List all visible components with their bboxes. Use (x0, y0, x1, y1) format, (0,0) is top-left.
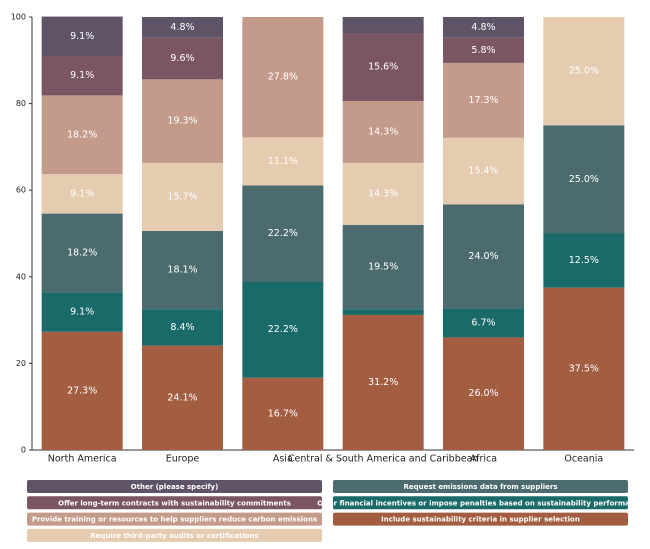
y-tick-label: 20 (16, 359, 26, 368)
value-label: 31.2% (368, 377, 398, 388)
value-label: 17.3% (468, 95, 498, 106)
value-label: 24.1% (167, 392, 197, 403)
value-label: 14.3% (368, 188, 398, 199)
legend-swatch (333, 496, 628, 510)
legend-label: Offer long-term contracts with sustainab… (58, 499, 291, 507)
bar-segment (342, 162, 424, 225)
bar-segment (142, 345, 223, 450)
y-tick-label: 100 (11, 13, 26, 22)
value-label: 15.4% (468, 166, 498, 177)
bar-segment (41, 292, 123, 332)
bar-segment (443, 337, 524, 450)
y-tick-label: 40 (16, 272, 26, 281)
bar-segment (543, 233, 625, 288)
value-label: 18.1% (167, 265, 197, 276)
bar-segment (142, 79, 223, 163)
value-label: 27.8% (268, 72, 298, 83)
value-label: 15.7% (167, 191, 197, 202)
legend-label: Provide training or resources to help su… (32, 516, 317, 524)
legend-label: Require third-party audits or certificat… (90, 532, 258, 540)
bar-segment (142, 230, 223, 310)
value-label: 9.1% (70, 307, 94, 318)
bar-segment (342, 33, 424, 102)
bar-segment (342, 17, 424, 34)
bar-segment (543, 287, 625, 450)
value-label: 19.5% (368, 262, 398, 273)
x-tick-label: North America (48, 454, 117, 465)
bar-segment (41, 16, 123, 56)
legend-label: Other (please specify) (131, 483, 219, 491)
bar-segment (443, 17, 524, 38)
value-label: 9.1% (70, 31, 94, 42)
legend-label: Offer financial incentives or impose pen… (317, 499, 644, 507)
value-label: 14.3% (368, 126, 398, 137)
legend-swatch (333, 480, 628, 493)
bar-segment (443, 37, 524, 63)
value-label: 11.1% (268, 156, 298, 167)
value-label: 18.2% (67, 129, 97, 140)
legend-label: Request emissions data from suppliers (403, 483, 557, 491)
value-label: 6.7% (471, 317, 495, 328)
bar-segment (142, 162, 223, 231)
bar-segment (142, 37, 223, 80)
bar-segment (443, 137, 524, 205)
bar-segment (342, 101, 424, 163)
value-label: 18.2% (67, 247, 97, 258)
value-label: 22.2% (268, 228, 298, 239)
x-tick-label: Africa (470, 454, 497, 465)
bar-segment (242, 185, 324, 282)
bar-segment (342, 224, 424, 310)
value-label: 4.8% (471, 22, 495, 33)
bar-segment (443, 62, 524, 138)
bar-segment (242, 377, 324, 450)
bar-segment (242, 17, 324, 138)
legend-label: Include sustainability criteria in suppl… (381, 516, 580, 524)
x-tick-label: Asia (273, 454, 293, 465)
bar-segment (543, 17, 625, 126)
bar-segment (242, 137, 324, 186)
y-tick-label: 0 (21, 446, 26, 455)
bar-segment (41, 55, 123, 96)
value-label: 22.2% (268, 324, 298, 335)
bar-segment (41, 213, 123, 293)
bar-segment (342, 309, 424, 315)
value-label: 9.1% (70, 188, 94, 199)
bar-segment (142, 309, 223, 346)
value-label: 8.4% (170, 322, 194, 333)
value-label: 9.1% (70, 70, 94, 81)
legend-swatch (333, 512, 628, 526)
value-label: 25.0% (569, 66, 599, 77)
bar-segment (41, 331, 123, 450)
bar-segment (41, 174, 123, 214)
value-label: 37.5% (569, 363, 599, 374)
value-label: 9.6% (170, 53, 194, 64)
value-label: 4.8% (170, 22, 194, 33)
y-tick-label: 60 (16, 186, 26, 195)
value-label: 15.6% (368, 62, 398, 73)
value-label: 27.3% (67, 385, 97, 396)
value-label: 5.8% (471, 45, 495, 56)
x-tick-label: Oceania (564, 454, 603, 465)
legend-swatch (27, 480, 322, 493)
value-label: 25.0% (569, 174, 599, 185)
x-tick-label: Europe (166, 454, 200, 465)
legend-swatch (27, 528, 322, 542)
bar-segment (242, 281, 324, 378)
bar-segment (543, 125, 625, 234)
legend-swatch (27, 512, 322, 526)
y-tick-label: 80 (16, 99, 26, 108)
bar-segment (342, 314, 424, 450)
value-label: 19.3% (167, 116, 197, 127)
bar-segment (142, 17, 223, 38)
value-label: 12.5% (569, 255, 599, 266)
value-label: 26.0% (468, 388, 498, 399)
legend-swatch (27, 496, 322, 510)
value-label: 16.7% (268, 408, 298, 419)
bar-segment (443, 308, 524, 338)
bar-segment (41, 95, 123, 175)
bar-segment (443, 204, 524, 309)
x-tick-label: Central & South America and Caribbean (288, 454, 479, 465)
value-label: 24.0% (468, 251, 498, 262)
